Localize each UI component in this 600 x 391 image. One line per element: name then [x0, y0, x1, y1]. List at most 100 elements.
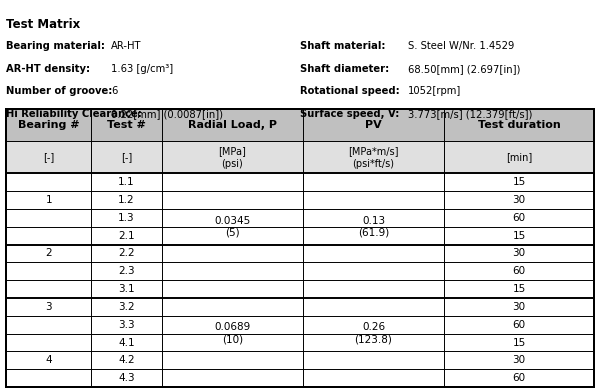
Bar — [444, 227, 594, 245]
Text: 0.0689
(10): 0.0689 (10) — [214, 323, 251, 345]
Text: 60: 60 — [512, 213, 526, 223]
Bar — [6, 262, 91, 280]
Bar — [6, 245, 91, 262]
Bar — [91, 316, 162, 334]
Bar — [91, 280, 162, 298]
Bar — [91, 191, 162, 209]
Bar — [6, 227, 91, 280]
Text: [MPa*m/s]
(psi*ft/s): [MPa*m/s] (psi*ft/s) — [348, 146, 399, 169]
Bar — [162, 316, 303, 334]
Text: 4.1: 4.1 — [118, 337, 135, 348]
Bar — [6, 334, 91, 352]
Bar — [6, 173, 91, 227]
Text: Bearing material:: Bearing material: — [6, 41, 105, 51]
Bar — [444, 191, 594, 209]
Bar — [444, 298, 594, 316]
Text: [MPa]
(psi): [MPa] (psi) — [218, 146, 247, 169]
Bar — [91, 191, 162, 209]
Bar — [162, 280, 303, 387]
Text: 1: 1 — [46, 195, 52, 205]
Bar — [303, 280, 444, 387]
Bar — [444, 262, 594, 280]
Bar — [162, 298, 303, 316]
Bar — [444, 280, 594, 298]
Bar — [91, 352, 162, 369]
Bar — [6, 142, 91, 173]
Bar — [444, 173, 594, 191]
Text: [-]: [-] — [43, 152, 54, 162]
Bar — [91, 334, 162, 352]
Text: 0.0345
(5): 0.0345 (5) — [214, 215, 251, 238]
Bar — [303, 369, 444, 387]
Text: 30: 30 — [512, 355, 526, 365]
Bar — [91, 209, 162, 227]
Text: 2.1: 2.1 — [118, 231, 135, 241]
Bar — [444, 352, 594, 369]
Bar — [162, 209, 303, 227]
Bar — [6, 334, 91, 387]
Text: Bearing #: Bearing # — [18, 120, 79, 131]
Bar — [6, 191, 91, 209]
Bar — [162, 262, 303, 280]
Bar — [91, 334, 162, 352]
Bar — [91, 298, 162, 316]
Bar — [444, 109, 594, 142]
Bar — [6, 316, 91, 334]
Bar — [162, 191, 303, 209]
Bar — [303, 227, 444, 245]
Bar — [6, 227, 91, 245]
Text: PV: PV — [365, 120, 382, 131]
Text: 60: 60 — [512, 373, 526, 383]
Bar — [444, 209, 594, 227]
Text: 68.50[mm] (2.697[in]): 68.50[mm] (2.697[in]) — [408, 64, 520, 74]
Bar — [162, 334, 303, 352]
Bar — [91, 227, 162, 245]
Text: 0.13
(61.9): 0.13 (61.9) — [358, 215, 389, 238]
Text: 15: 15 — [512, 231, 526, 241]
Text: 3.773[m/s] (12.379[ft/s]): 3.773[m/s] (12.379[ft/s]) — [408, 109, 532, 119]
Text: 4.2: 4.2 — [118, 355, 135, 365]
Bar — [303, 316, 444, 334]
Bar — [303, 173, 444, 191]
Text: 1052[rpm]: 1052[rpm] — [408, 86, 461, 97]
Bar — [444, 334, 594, 352]
Text: Number of groove:: Number of groove: — [6, 86, 112, 97]
Bar — [444, 245, 594, 262]
Bar — [91, 209, 162, 227]
Bar — [91, 262, 162, 280]
Text: 2: 2 — [46, 249, 52, 258]
Text: Rotational speed:: Rotational speed: — [300, 86, 400, 97]
Bar — [303, 209, 444, 227]
Text: [min]: [min] — [506, 152, 532, 162]
Text: [-]: [-] — [121, 152, 132, 162]
Bar — [444, 316, 594, 334]
Text: 1.3: 1.3 — [118, 213, 135, 223]
Text: Test Matrix: Test Matrix — [6, 18, 80, 30]
Text: 6: 6 — [111, 86, 118, 97]
Bar — [162, 369, 303, 387]
Bar — [162, 227, 303, 245]
Bar — [444, 369, 594, 387]
Bar — [162, 142, 303, 173]
Text: Shaft material:: Shaft material: — [300, 41, 386, 51]
Text: 30: 30 — [512, 195, 526, 205]
Bar — [91, 245, 162, 262]
Text: Test duration: Test duration — [478, 120, 560, 131]
Bar — [6, 173, 91, 191]
Text: 3: 3 — [46, 302, 52, 312]
Bar — [91, 369, 162, 387]
Bar — [91, 245, 162, 262]
Bar — [303, 262, 444, 280]
Text: 3.3: 3.3 — [118, 320, 135, 330]
Text: Hi Reliability Clearance:: Hi Reliability Clearance: — [6, 109, 142, 119]
Bar — [162, 173, 303, 191]
Bar — [91, 109, 162, 142]
Bar — [444, 298, 594, 316]
Text: 1.2: 1.2 — [118, 195, 135, 205]
Bar — [91, 262, 162, 280]
Bar — [444, 191, 594, 209]
Text: 0.26
(123.8): 0.26 (123.8) — [355, 323, 392, 345]
Text: 15: 15 — [512, 337, 526, 348]
Bar — [444, 209, 594, 227]
Bar — [6, 209, 91, 227]
